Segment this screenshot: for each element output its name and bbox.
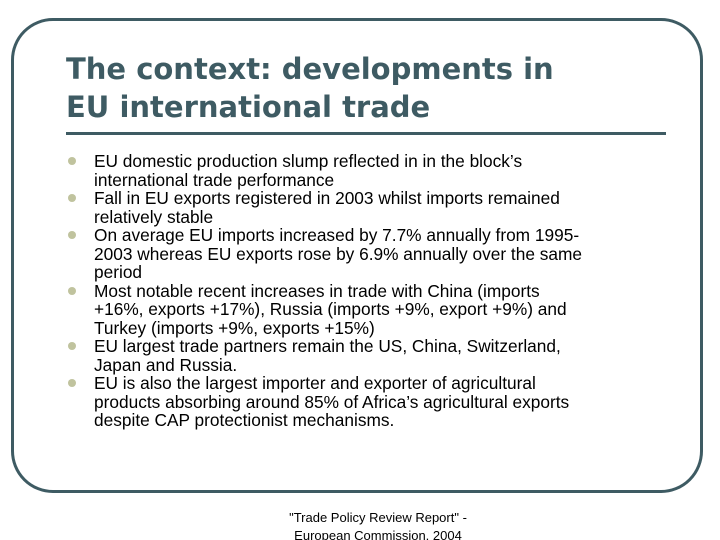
bullet-line: international trade performance	[94, 169, 335, 190]
source-citation: "Trade Policy Review Report" - European …	[258, 509, 498, 540]
slide-title: The context: developments in EU internat…	[66, 50, 666, 126]
bullet-line: period	[94, 262, 143, 282]
bullet-line: On average EU imports increased by 7.7% …	[94, 225, 580, 245]
bullet-item: EU domestic production slump reflected i…	[64, 152, 664, 189]
bullet-line: EU is also the largest importer and expo…	[94, 373, 536, 393]
bullet-dot-icon	[68, 194, 76, 202]
bullet-line: 2003 whereas EU exports rose by 6.9% ann…	[94, 243, 582, 264]
bullet-dot-icon	[68, 342, 76, 350]
bullet-line: products absorbing around 85% of Africa’…	[94, 391, 570, 412]
source-line-2: European Commission, 2004	[294, 528, 462, 540]
bullet-line: Turkey (imports +9%, exports +15%)	[94, 317, 375, 338]
bullet-list: EU domestic production slump reflected i…	[64, 152, 664, 430]
bullet-line: Japan and Russia.	[94, 354, 238, 375]
bullet-line: relatively stable	[94, 206, 214, 227]
bullet-line: EU domestic production slump reflected i…	[94, 151, 523, 171]
bullet-item: On average EU imports increased by 7.7% …	[64, 226, 664, 282]
bullet-item: Most notable recent increases in trade w…	[64, 280, 664, 338]
bullet-item: EU is also the largest importer and expo…	[64, 374, 664, 430]
slide-frame	[11, 18, 703, 493]
bullet-dot-icon	[68, 286, 76, 295]
slide-title-line-1: The context: developments in	[66, 52, 554, 86]
bullet-line: Most notable recent increases in trade w…	[94, 280, 540, 301]
source-line-1: "Trade Policy Review Report" -	[289, 510, 467, 525]
bullet-line: despite CAP protectionist mechanisms.	[94, 410, 395, 430]
title-underline	[66, 132, 666, 135]
bullet-dot-icon	[68, 379, 76, 387]
bullet-line: EU largest trade partners remain the US,…	[94, 336, 561, 356]
bullet-line: Fall in EU exports registered in 2003 wh…	[94, 188, 560, 208]
bullet-dot-icon	[68, 157, 76, 165]
bullet-dot-icon	[68, 231, 76, 239]
bullet-item: EU largest trade partners remain the US,…	[64, 337, 664, 374]
bullet-item: Fall in EU exports registered in 2003 wh…	[64, 189, 664, 226]
bullet-line: +16%, exports +17%), Russia (imports +9%…	[94, 299, 567, 319]
slide-title-line-2: EU international trade	[66, 90, 431, 124]
